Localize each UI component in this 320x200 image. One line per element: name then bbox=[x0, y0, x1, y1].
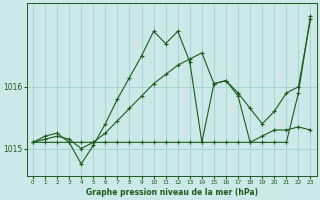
X-axis label: Graphe pression niveau de la mer (hPa): Graphe pression niveau de la mer (hPa) bbox=[86, 188, 258, 197]
